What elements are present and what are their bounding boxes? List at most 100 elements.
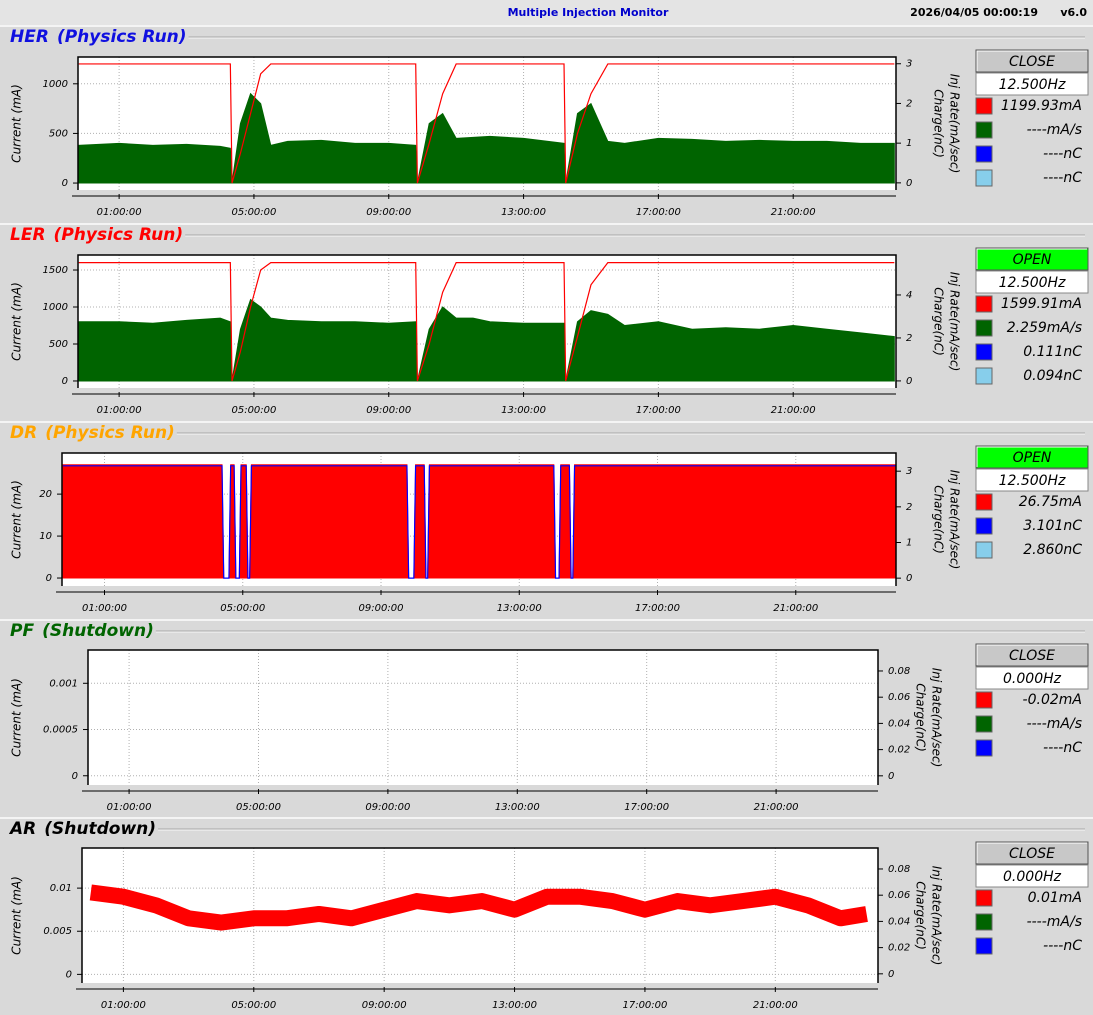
area xyxy=(62,464,896,579)
readout-value: ----nC xyxy=(1043,938,1082,954)
plot-frame xyxy=(87,649,879,785)
line xyxy=(63,465,896,579)
panel-mode: (Physics Run) xyxy=(45,423,175,443)
readout-value: 26.75mA xyxy=(1019,494,1082,510)
y2-tick-label: 0.08 xyxy=(888,666,910,677)
status-label[interactable]: CLOSE xyxy=(1009,846,1055,862)
x-tick-label: 01:00:00 xyxy=(97,207,142,218)
y-tick-label: 0 xyxy=(46,573,52,584)
x-tick-label: 09:00:00 xyxy=(362,1000,407,1011)
y2-tick-label: 0.08 xyxy=(888,864,910,875)
y2-axis-label: Charge(nC) xyxy=(932,287,946,356)
y-tick-label: 0 xyxy=(62,178,68,189)
y-tick-label: 1500 xyxy=(43,265,68,276)
y2-axis-label: Inj Rate(mA/sec) xyxy=(930,866,944,966)
readout-value: 0.094nC xyxy=(1023,368,1082,384)
status-label[interactable]: CLOSE xyxy=(1009,648,1055,664)
plot-frame xyxy=(81,847,879,983)
y2-tick-label: 0.02 xyxy=(888,745,910,756)
status-button[interactable]: CLOSE xyxy=(975,841,1089,865)
panel-name: PF xyxy=(10,621,34,641)
panel: DR (Physics Run) Current (mA) Charge(nC) Inj… xyxy=(0,421,1093,614)
readout-value: 2.259mA/s xyxy=(1007,320,1082,336)
readout-swatch xyxy=(975,937,993,955)
y-tick-label: 0.0005 xyxy=(43,725,78,736)
status-button[interactable]: OPEN xyxy=(975,445,1089,469)
y2-tick-label: 0 xyxy=(906,573,912,584)
x-tick-label: 21:00:00 xyxy=(773,603,818,614)
y-tick-label: 0.005 xyxy=(43,926,72,937)
status-bevel[interactable] xyxy=(976,446,1087,467)
status-bevel[interactable] xyxy=(976,248,1087,269)
y2-axis-label: Inj Rate(mA/sec) xyxy=(948,74,962,174)
x-tick-label: 01:00:00 xyxy=(82,603,127,614)
y-tick-label: 0 xyxy=(72,771,78,782)
x-tick-label: 09:00:00 xyxy=(365,802,410,813)
readout-swatch xyxy=(975,97,993,115)
status-bevel[interactable] xyxy=(976,50,1087,71)
status-label[interactable]: CLOSE xyxy=(1009,54,1055,70)
y2-axis-label: Charge(nC) xyxy=(932,89,946,158)
status-label[interactable]: OPEN xyxy=(1013,450,1052,466)
status-button[interactable]: CLOSE xyxy=(975,643,1089,667)
series-group xyxy=(62,464,896,579)
status-label[interactable]: OPEN xyxy=(1013,252,1052,268)
x-tick-label: 17:00:00 xyxy=(636,405,681,416)
readout-swatch xyxy=(975,541,993,559)
x-tick-label: 21:00:00 xyxy=(753,1000,798,1011)
readout-swatch xyxy=(975,145,993,163)
x-tick-label: 17:00:00 xyxy=(622,1000,667,1011)
panel-mode: (Physics Run) xyxy=(54,225,184,245)
y-axis-label: Current (mA) xyxy=(10,480,24,559)
readout-value: 3.101nC xyxy=(1023,518,1082,534)
series-group xyxy=(78,63,895,184)
status-bg[interactable] xyxy=(975,643,1089,667)
status-bg[interactable] xyxy=(975,841,1089,865)
panel: PF (Shutdown) Current (mA) Charge(nC) Inj Ra… xyxy=(0,619,1093,813)
readout-swatch xyxy=(975,295,993,313)
y-axis-label: Current (mA) xyxy=(10,282,24,361)
readout-value: 1599.91mA xyxy=(1001,296,1082,312)
plot-frame xyxy=(61,452,897,586)
x-tick-label: 05:00:00 xyxy=(231,405,276,416)
readout-swatch xyxy=(975,913,993,931)
readout-swatch xyxy=(975,319,993,337)
y2-axis-label: Charge(nC) xyxy=(914,683,928,752)
readout-value: -0.02mA xyxy=(1023,692,1082,708)
rate-label: 0.000Hz xyxy=(1003,869,1062,885)
status-bg[interactable] xyxy=(975,247,1089,271)
y2-tick-label: 2 xyxy=(906,333,912,344)
y-tick-label: 1000 xyxy=(43,302,68,313)
status-button[interactable]: OPEN xyxy=(975,247,1089,271)
rate-label: 12.500Hz xyxy=(999,275,1067,291)
readout-swatch xyxy=(975,367,993,385)
rate-box xyxy=(975,270,1089,294)
y2-tick-label: 0 xyxy=(906,178,912,189)
x-tick-label: 09:00:00 xyxy=(366,207,411,218)
y2-axis-label: Inj Rate(mA/sec) xyxy=(948,272,962,372)
x-tick-label: 05:00:00 xyxy=(231,207,276,218)
x-tick-label: 17:00:00 xyxy=(624,802,669,813)
x-tick-label: 17:00:00 xyxy=(635,603,680,614)
x-tick-label: 13:00:00 xyxy=(501,405,546,416)
y2-tick-label: 3 xyxy=(906,59,912,70)
status-bg[interactable] xyxy=(975,49,1089,73)
x-tick-label: 05:00:00 xyxy=(231,1000,276,1011)
readout-value: 0.111nC xyxy=(1023,344,1082,360)
y-tick-label: 0 xyxy=(66,969,72,980)
line xyxy=(78,63,895,184)
status-bevel[interactable] xyxy=(976,644,1087,665)
y-axis-label: Current (mA) xyxy=(10,876,24,955)
readout-value: ----mA/s xyxy=(1027,122,1082,138)
panel-name: HER xyxy=(10,27,49,47)
x-tick-label: 09:00:00 xyxy=(359,603,404,614)
y2-tick-label: 3 xyxy=(906,466,912,477)
y2-axis-label: Charge(nC) xyxy=(932,485,946,554)
status-bevel[interactable] xyxy=(976,842,1087,863)
status-bg[interactable] xyxy=(975,445,1089,469)
rate-box xyxy=(975,864,1089,888)
readout-value: ----nC xyxy=(1043,170,1082,186)
y2-tick-label: 0 xyxy=(906,376,912,387)
x-tick-label: 05:00:00 xyxy=(236,802,281,813)
status-button[interactable]: CLOSE xyxy=(975,49,1089,73)
